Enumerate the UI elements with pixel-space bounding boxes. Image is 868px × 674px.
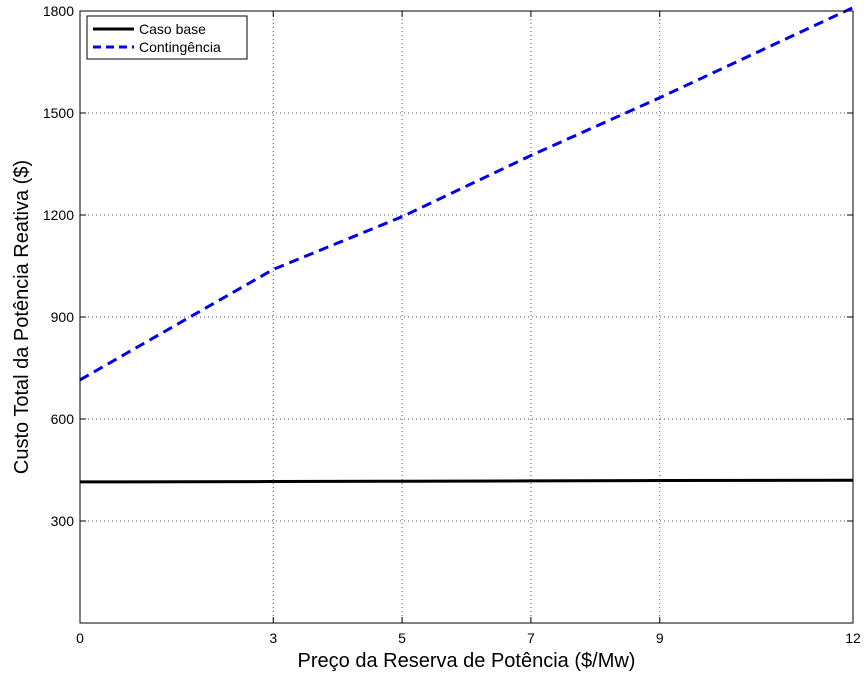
x-tick-label: 12 xyxy=(845,630,861,646)
y-tick-label: 300 xyxy=(51,513,75,529)
series-line-conting-ncia xyxy=(79,6,854,382)
x-tick-label: 0 xyxy=(76,630,84,646)
y-tick-label: 1500 xyxy=(43,105,74,121)
legend-label: Caso base xyxy=(139,21,206,37)
legend-label: Contingência xyxy=(139,39,221,55)
series-line-caso-base xyxy=(79,478,854,484)
grid-lines xyxy=(80,11,853,623)
x-tick-label: 3 xyxy=(269,630,277,646)
x-tick-label: 7 xyxy=(527,630,535,646)
x-tick-label: 5 xyxy=(398,630,406,646)
y-tick-label: 1200 xyxy=(43,207,74,223)
series-lines xyxy=(79,6,854,484)
y-axis-label: Custo Total da Potência Reativa ($) xyxy=(11,160,33,474)
x-axis-label: Preço da Reserva de Potência ($/Mw) xyxy=(298,650,636,672)
y-tick-label: 600 xyxy=(51,411,75,427)
axis-ticks: 0 3 5 7 9 12 300 600 900 1200 1500 1800 xyxy=(43,3,861,646)
y-tick-label: 900 xyxy=(51,309,75,325)
legend: Caso base Contingência xyxy=(86,15,248,60)
legend-box xyxy=(86,15,248,60)
y-tick-label: 1800 xyxy=(43,3,74,19)
x-tick-label: 9 xyxy=(656,630,664,646)
